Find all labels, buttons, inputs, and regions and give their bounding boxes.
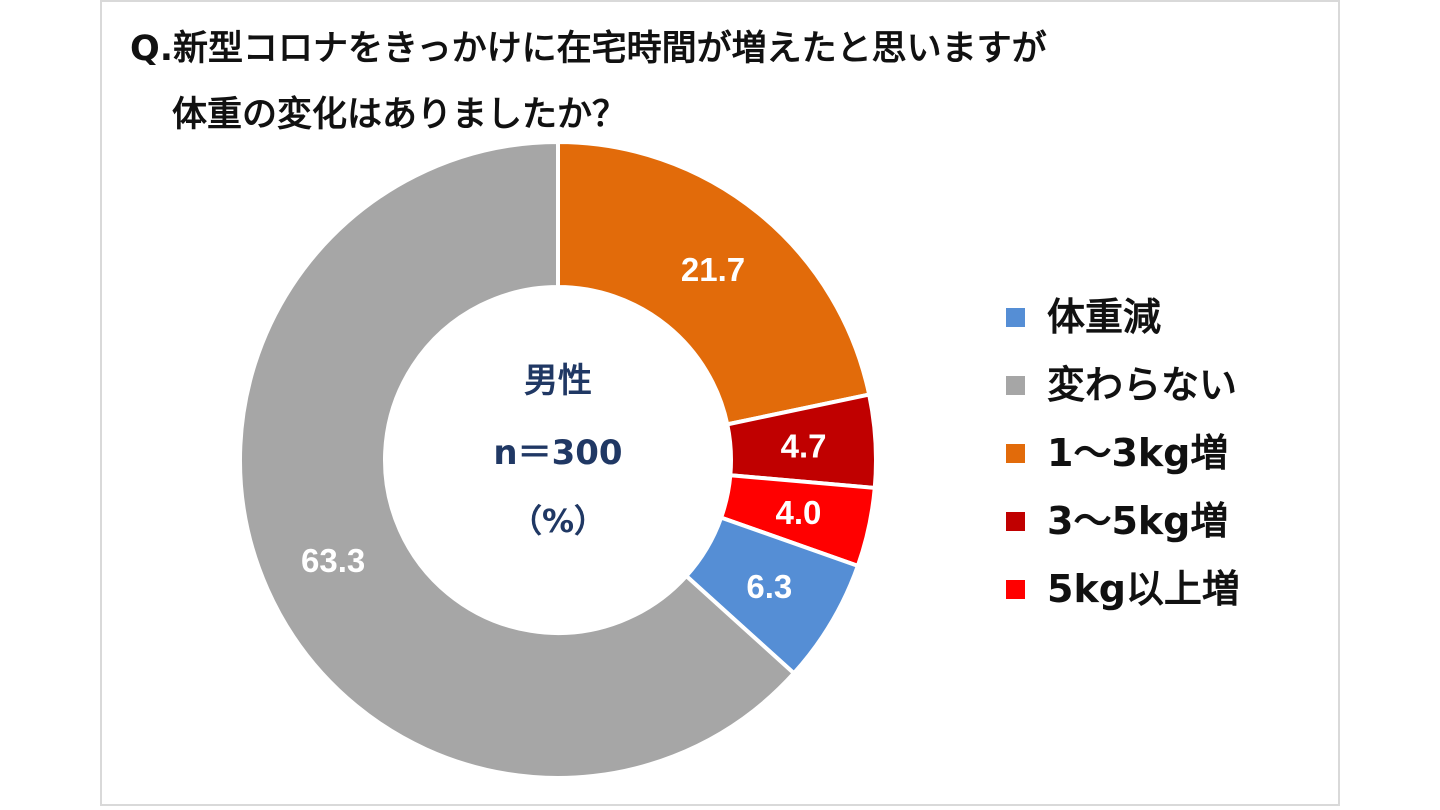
legend-swatch bbox=[1006, 511, 1025, 531]
donut-slice-5 bbox=[238, 140, 796, 780]
legend-item-2: 変わらない bbox=[1006, 351, 1240, 419]
legend-label: 5kg以上増 bbox=[1047, 567, 1240, 611]
data-label-5: 63.3 bbox=[301, 542, 365, 579]
center-unit-label: （%） bbox=[510, 502, 606, 540]
legend-item-3: 1～3kg増 bbox=[1006, 419, 1240, 487]
chart-title-line-2: 体重の変化はありましたか？ bbox=[172, 95, 628, 135]
legend-label: 1～3kg増 bbox=[1047, 431, 1229, 475]
legend-swatch bbox=[1006, 579, 1025, 599]
center-sample-size: n＝300 bbox=[493, 433, 622, 473]
legend-label: 3～5kg増 bbox=[1047, 499, 1229, 543]
donut-data-labels: 21.7 4.7 4.0 6.3 63.3 bbox=[301, 251, 826, 605]
legend-swatch bbox=[1006, 307, 1025, 327]
donut-slice-1 bbox=[556, 140, 872, 427]
legend-swatch bbox=[1006, 375, 1025, 395]
legend-swatch bbox=[1006, 443, 1025, 463]
donut-center-text: 男性 n＝300 （%） bbox=[493, 361, 622, 540]
legend-item-1: 体重減 bbox=[1006, 283, 1240, 351]
donut-slices bbox=[238, 140, 878, 780]
chart-legend: 体重減変わらない 1～3kg増 3～5kg増 5kg以上増 bbox=[1006, 283, 1240, 623]
center-group-label: 男性 bbox=[524, 361, 592, 401]
data-label-4: 6.3 bbox=[746, 568, 792, 605]
data-label-2: 4.7 bbox=[781, 427, 827, 464]
legend-item-4: 3～5kg増 bbox=[1006, 487, 1240, 555]
data-label-1: 21.7 bbox=[681, 251, 745, 288]
data-label-3: 4.0 bbox=[775, 494, 821, 531]
chart-title-line-1: Q.新型コロナをきっかけに在宅時間が増えたと思いますが bbox=[130, 29, 1047, 69]
legend-label: 変わらない bbox=[1047, 363, 1238, 407]
legend-item-5: 5kg以上増 bbox=[1006, 555, 1240, 623]
legend-label: 体重減 bbox=[1047, 295, 1162, 339]
